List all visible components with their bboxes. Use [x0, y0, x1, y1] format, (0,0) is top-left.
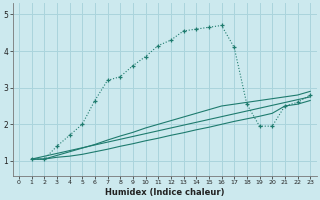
X-axis label: Humidex (Indice chaleur): Humidex (Indice chaleur)	[105, 188, 224, 197]
